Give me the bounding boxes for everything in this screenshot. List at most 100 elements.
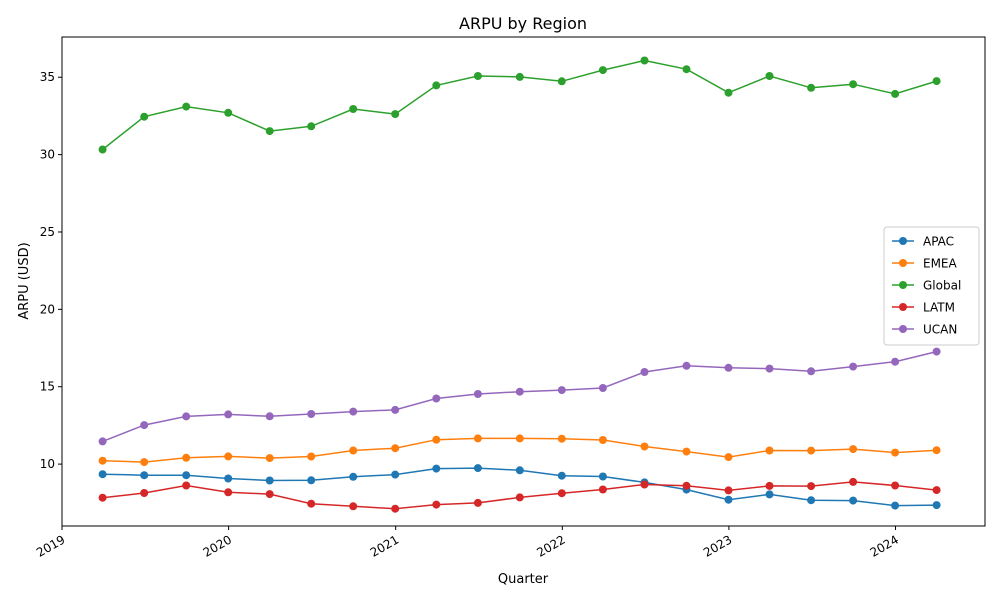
data-point-latm xyxy=(724,486,733,495)
legend-label-ucan: UCAN xyxy=(923,323,957,337)
data-point-ucan xyxy=(598,384,607,392)
legend-label-emea: EMEA xyxy=(923,257,958,271)
data-point-ucan xyxy=(724,363,733,372)
y-tick-label: 35 xyxy=(40,70,55,84)
data-point-ucan xyxy=(432,394,441,403)
legend-label-latm: LATM xyxy=(923,301,955,315)
data-point-apac xyxy=(598,472,607,481)
data-point-emea xyxy=(140,458,149,467)
data-point-ucan xyxy=(682,361,691,370)
data-point-latm xyxy=(182,481,191,490)
data-point-latm xyxy=(432,500,441,509)
legend-label-apac: APAC xyxy=(923,235,954,249)
data-point-emea xyxy=(849,445,858,454)
data-point-ucan xyxy=(807,367,816,376)
data-point-latm xyxy=(640,480,649,489)
x-tick-label: 2023 xyxy=(701,532,734,559)
data-point-apac xyxy=(182,471,191,480)
data-point-latm xyxy=(224,488,233,497)
y-tick-label: 20 xyxy=(40,302,55,316)
data-point-apac xyxy=(349,472,358,481)
data-point-global xyxy=(307,122,316,131)
data-point-global xyxy=(682,65,691,74)
data-point-emea xyxy=(932,446,941,455)
data-point-latm xyxy=(98,493,107,502)
data-point-latm xyxy=(391,504,400,513)
x-tick-label: 2024 xyxy=(868,532,901,559)
x-tick-label: 2021 xyxy=(368,532,401,559)
data-point-global xyxy=(98,145,107,154)
data-point-emea xyxy=(265,454,274,463)
data-point-global xyxy=(557,77,566,86)
data-point-global xyxy=(265,127,274,136)
data-point-apac xyxy=(724,495,733,504)
legend: APAC EMEA Global LATM UCAN xyxy=(883,226,980,346)
data-point-global xyxy=(891,89,900,98)
data-point-emea xyxy=(557,434,566,443)
data-point-emea xyxy=(307,452,316,461)
data-point-apac xyxy=(515,466,524,475)
data-point-apac xyxy=(265,476,274,485)
data-point-emea xyxy=(391,444,400,453)
data-point-global xyxy=(473,72,482,80)
y-tick-label: 10 xyxy=(40,457,55,471)
data-point-ucan xyxy=(557,386,566,395)
data-point-global xyxy=(182,102,191,111)
data-point-latm xyxy=(598,485,607,494)
data-point-latm xyxy=(265,490,274,499)
series-emea xyxy=(98,434,941,467)
series-global xyxy=(98,56,941,154)
data-point-apac xyxy=(473,464,482,473)
data-point-global xyxy=(640,56,649,65)
data-point-ucan xyxy=(224,410,233,419)
series-latm xyxy=(98,477,941,513)
data-point-ucan xyxy=(849,362,858,371)
data-point-apac xyxy=(557,471,566,480)
data-point-latm xyxy=(765,481,774,490)
plot-area xyxy=(62,37,985,526)
data-point-apac xyxy=(391,470,400,479)
data-point-emea xyxy=(682,447,691,456)
data-point-global xyxy=(598,66,607,75)
data-point-ucan xyxy=(932,347,941,356)
data-point-latm xyxy=(515,493,524,502)
data-point-apac xyxy=(932,501,941,510)
y-tick-label: 15 xyxy=(40,380,55,394)
x-tick-label: 2022 xyxy=(534,532,567,559)
data-point-global xyxy=(140,112,149,121)
data-point-apac xyxy=(432,464,441,473)
series-ucan xyxy=(98,347,941,446)
data-point-emea xyxy=(724,453,733,462)
data-point-ucan xyxy=(473,390,482,398)
legend-marker-ucan xyxy=(899,325,907,333)
data-point-latm xyxy=(557,489,566,498)
data-point-latm xyxy=(307,499,316,508)
data-point-latm xyxy=(349,502,358,511)
series-apac xyxy=(98,464,941,510)
legend-box xyxy=(883,226,980,346)
data-point-global xyxy=(765,72,774,80)
x-tick-label: 2019 xyxy=(34,532,67,559)
legend-marker-emea xyxy=(899,259,907,267)
data-point-ucan xyxy=(891,357,900,366)
y-tick-label: 25 xyxy=(40,225,55,239)
data-point-apac xyxy=(224,474,233,483)
data-point-latm xyxy=(849,477,858,486)
data-point-ucan xyxy=(391,405,400,414)
data-point-emea xyxy=(182,453,191,462)
data-point-emea xyxy=(640,442,649,451)
data-point-emea xyxy=(473,434,482,443)
data-point-emea xyxy=(515,434,524,443)
data-point-global xyxy=(515,72,524,81)
series-layer xyxy=(98,56,941,513)
data-point-apac xyxy=(307,476,316,485)
y-axis-label: ARPU (USD) xyxy=(17,242,32,319)
data-point-emea xyxy=(432,435,441,444)
data-point-global xyxy=(432,81,441,90)
data-point-global xyxy=(724,88,733,97)
data-point-latm xyxy=(807,482,816,491)
data-point-apac xyxy=(807,496,816,505)
data-point-emea xyxy=(807,446,816,455)
data-point-apac xyxy=(849,496,858,505)
